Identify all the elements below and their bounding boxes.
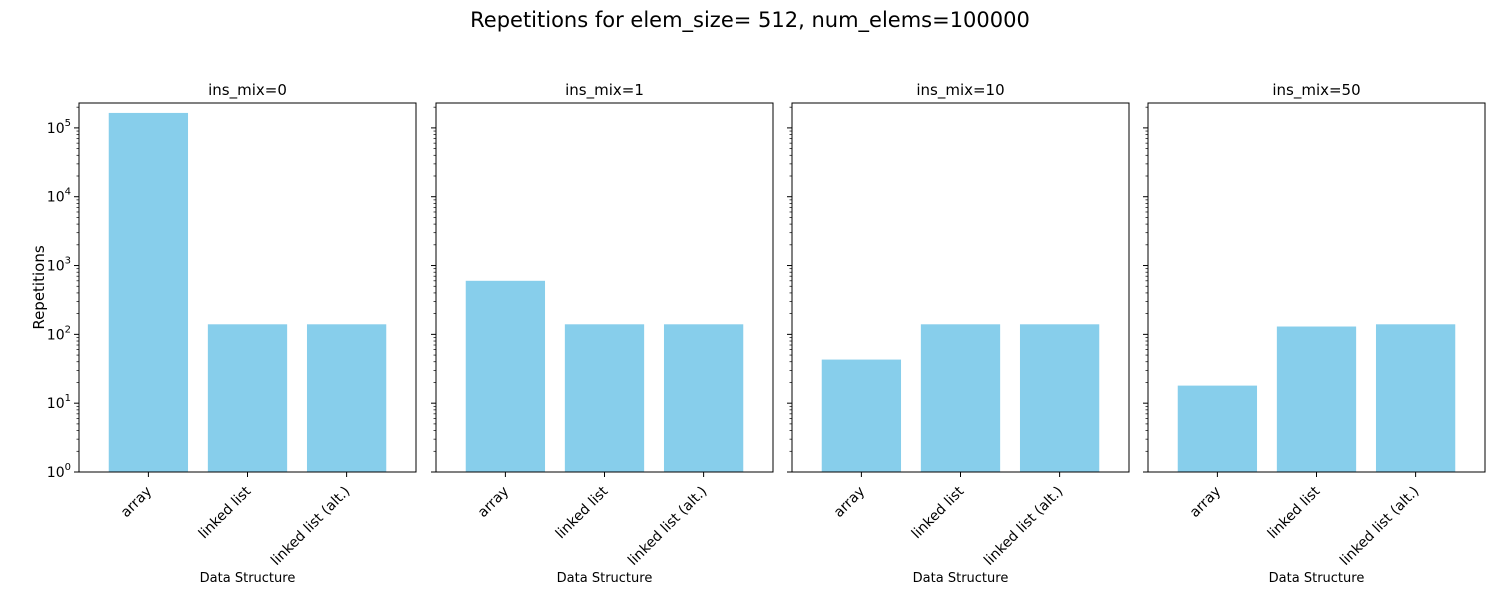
x-tick-label: linked list [1265, 483, 1324, 542]
bar-1-2 [207, 324, 288, 472]
bar-4-2 [1276, 326, 1357, 472]
x-tick-label: array [831, 484, 868, 521]
x-tick-label: array [118, 484, 155, 521]
x-tick-label: linked list (alt.) [625, 484, 710, 569]
y-tick-label: 102 [47, 324, 71, 343]
bar-4-1 [1177, 385, 1258, 472]
x-axis-label: Data Structure [913, 571, 1009, 586]
bar-1-1 [108, 112, 189, 473]
subplot-title: ins_mix=1 [565, 81, 644, 100]
subplot-title: ins_mix=50 [1272, 81, 1360, 100]
y-tick-label: 101 [47, 393, 71, 412]
bar-2-1 [465, 280, 546, 472]
x-axis-label: Data Structure [200, 571, 296, 586]
bar-3-1 [821, 359, 902, 472]
subplot-title: ins_mix=10 [916, 81, 1004, 100]
y-tick-label: 104 [47, 187, 71, 206]
figure-title: Repetitions for elem_size= 512, num_elem… [470, 8, 1030, 32]
bar-1-3 [306, 324, 387, 472]
subplot-title: ins_mix=0 [208, 81, 287, 100]
x-tick-label: linked list (alt.) [1337, 484, 1422, 569]
bar-3-2 [920, 324, 1001, 472]
bar-2-3 [663, 324, 744, 472]
x-axis-label: Data Structure [557, 571, 653, 586]
bar-3-3 [1019, 324, 1100, 472]
x-tick-label: linked list (alt.) [268, 484, 353, 569]
bar-2-2 [564, 324, 645, 472]
bar-4-3 [1375, 324, 1456, 472]
x-tick-label: array [475, 484, 512, 521]
y-tick-label: 105 [47, 118, 71, 137]
y-axis-label: Repetitions [30, 245, 48, 330]
x-tick-label: linked list (alt.) [981, 484, 1066, 569]
x-tick-label: linked list [196, 483, 255, 542]
x-tick-label: linked list [909, 483, 968, 542]
y-tick-label: 103 [47, 256, 71, 275]
x-tick-label: linked list [553, 483, 612, 542]
x-tick-label: array [1187, 484, 1224, 521]
x-axis-label: Data Structure [1269, 571, 1365, 586]
y-tick-label: 100 [47, 462, 71, 481]
